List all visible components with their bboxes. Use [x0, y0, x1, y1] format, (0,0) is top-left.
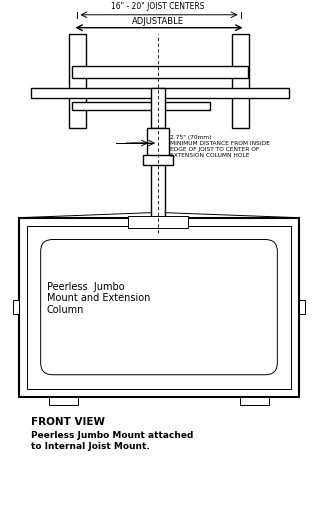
Bar: [27, 225, 291, 389]
Text: 16" - 20" JOIST CENTERS: 16" - 20" JOIST CENTERS: [111, 2, 205, 11]
Bar: [151, 88, 165, 128]
Bar: [232, 34, 249, 128]
Bar: [299, 300, 305, 314]
Text: Peerless  Jumbo
Mount and Extension
Column: Peerless Jumbo Mount and Extension Colum…: [47, 282, 150, 315]
Text: ADJUSTABLE: ADJUSTABLE: [132, 17, 184, 26]
Bar: [49, 397, 78, 405]
Text: Peerless Jumbo Mount attached
to Internal Joist Mount.: Peerless Jumbo Mount attached to Interna…: [31, 431, 193, 451]
Bar: [151, 158, 165, 223]
Bar: [73, 66, 248, 78]
Bar: [143, 155, 173, 165]
Bar: [13, 300, 19, 314]
Bar: [68, 34, 87, 128]
Bar: [31, 88, 289, 98]
Text: FRONT VIEW: FRONT VIEW: [31, 416, 105, 427]
Bar: [73, 102, 210, 110]
Bar: [19, 218, 299, 397]
FancyBboxPatch shape: [41, 240, 277, 375]
Bar: [128, 216, 188, 227]
Bar: [147, 128, 169, 158]
Text: 2.75" (70mm)
MINIMUM DISTANCE FROM INSIDE
EDGE OF JOIST TO CENTER OF
EXTENSION C: 2.75" (70mm) MINIMUM DISTANCE FROM INSID…: [170, 135, 270, 157]
Bar: [240, 397, 269, 405]
